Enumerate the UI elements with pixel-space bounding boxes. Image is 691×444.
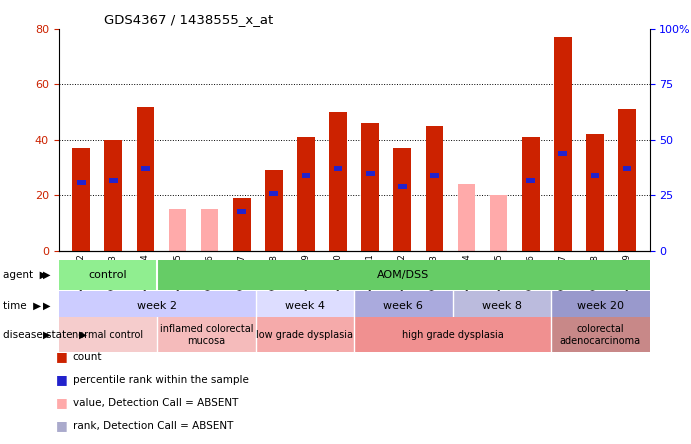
Text: ■: ■ [56,373,68,386]
Bar [586,134,604,251]
Bar [158,260,650,290]
Bar [109,178,117,182]
Bar [256,291,354,321]
Bar [490,195,507,251]
Bar [297,137,315,251]
Text: inflamed colorectal
mucosa: inflamed colorectal mucosa [160,324,253,345]
Text: agent  ▶: agent ▶ [3,270,48,280]
Bar [393,148,411,251]
Bar [269,191,278,196]
Text: ■: ■ [56,350,68,363]
Text: normal control: normal control [73,330,144,340]
Bar [551,291,650,321]
Bar [169,209,187,251]
Text: ■: ■ [56,396,68,409]
Bar [141,166,150,171]
Bar [137,107,154,251]
Text: ■: ■ [56,419,68,432]
Text: control: control [88,270,127,280]
Bar [77,180,86,185]
Bar [366,171,375,176]
Bar [104,140,122,251]
Text: value, Detection Call = ABSENT: value, Detection Call = ABSENT [73,398,238,408]
Text: time  ▶: time ▶ [3,301,41,311]
Bar [334,166,343,171]
Bar [591,173,599,178]
Bar [398,184,407,189]
Bar [430,173,439,178]
Text: count: count [73,352,102,361]
Text: low grade dysplasia: low grade dysplasia [256,330,353,340]
Bar [551,317,650,352]
Bar [301,173,310,178]
Bar [354,317,551,352]
Bar [59,291,256,321]
Text: percentile rank within the sample: percentile rank within the sample [73,375,249,385]
Bar [558,151,567,156]
Bar [233,198,251,251]
Text: ▶: ▶ [43,301,50,311]
Bar [453,291,551,321]
Bar [256,317,354,352]
Text: high grade dysplasia: high grade dysplasia [401,330,504,340]
Text: rank, Detection Call = ABSENT: rank, Detection Call = ABSENT [73,421,233,431]
Text: week 6: week 6 [384,301,424,311]
Text: week 20: week 20 [577,301,624,311]
Bar [527,178,535,182]
Bar [265,170,283,251]
Bar [426,126,443,251]
Text: week 2: week 2 [138,301,177,311]
Bar [237,209,246,214]
Bar [457,184,475,251]
Bar [73,148,90,251]
Bar [522,137,540,251]
Text: AOM/DSS: AOM/DSS [377,270,430,280]
Text: ▶: ▶ [43,330,50,340]
Bar [158,317,256,352]
Bar [59,317,158,352]
Text: ▶: ▶ [43,270,50,280]
Bar [618,109,636,251]
Text: colorectal
adenocarcinoma: colorectal adenocarcinoma [560,324,641,345]
Bar [361,123,379,251]
Bar [354,291,453,321]
Bar [201,209,218,251]
Text: GDS4367 / 1438555_x_at: GDS4367 / 1438555_x_at [104,13,273,26]
Bar [623,166,632,171]
Bar [554,37,571,251]
Text: week 8: week 8 [482,301,522,311]
Text: disease state  ▶: disease state ▶ [3,330,88,340]
Bar [59,260,158,290]
Bar [329,112,347,251]
Text: week 4: week 4 [285,301,325,311]
